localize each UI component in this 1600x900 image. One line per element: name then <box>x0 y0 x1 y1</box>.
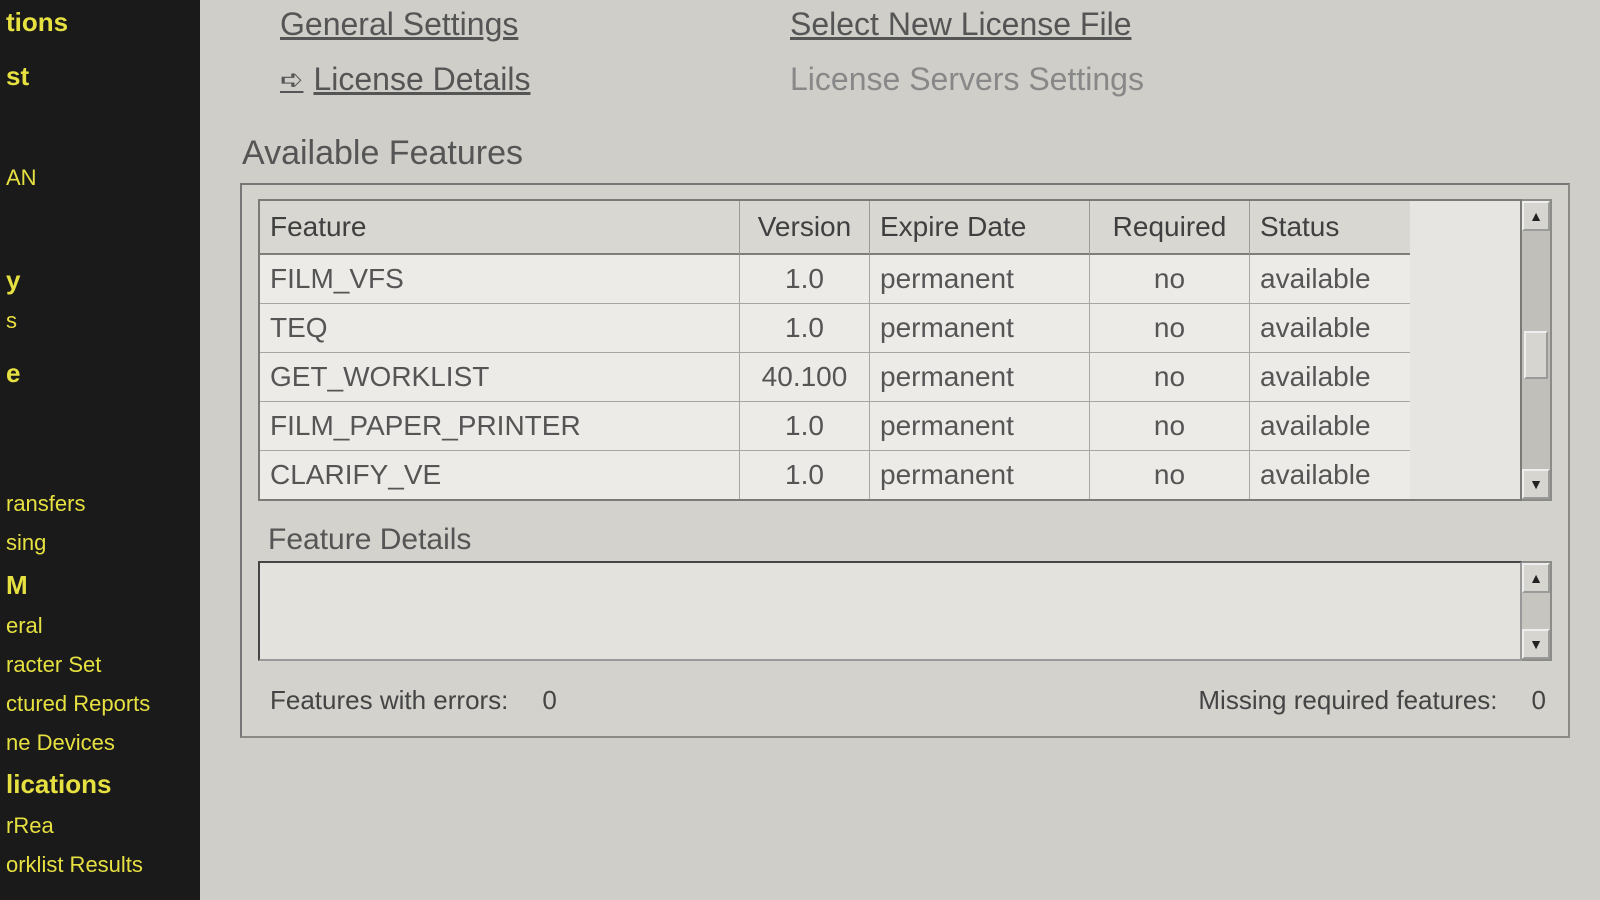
cell-expire: permanent <box>870 255 1090 304</box>
scroll-down-button[interactable]: ▼ <box>1522 629 1550 659</box>
table-row[interactable]: FILM_PAPER_PRINTER1.0permanentnoavailabl… <box>260 402 1520 451</box>
cell-status: available <box>1250 451 1410 499</box>
nav-license-details-label: License Details <box>313 61 530 98</box>
cell-feature: FILM_PAPER_PRINTER <box>260 402 740 451</box>
missing-label: Missing required features: <box>1198 685 1497 716</box>
features-scrollbar[interactable]: ▲ ▼ <box>1522 199 1552 501</box>
cell-feature: CLARIFY_VE <box>260 451 740 499</box>
sidebar-item[interactable]: eral <box>0 607 200 646</box>
sidebar-item[interactable]: y <box>0 258 200 302</box>
cell-expire: permanent <box>870 304 1090 353</box>
errors-label: Features with errors: <box>270 685 508 716</box>
nav-license-details[interactable]: ➪ License Details <box>280 61 750 98</box>
cell-expire: permanent <box>870 353 1090 402</box>
table-header: Feature Version Expire Date Required Sta… <box>260 201 1520 255</box>
sidebar-item[interactable]: lications <box>0 762 200 806</box>
cell-status: available <box>1250 353 1410 402</box>
sidebar-item[interactable]: rRea <box>0 807 200 846</box>
nav-general-settings[interactable]: General Settings <box>280 6 750 43</box>
scroll-down-button[interactable]: ▼ <box>1522 469 1550 499</box>
sidebar-item[interactable]: ctured Reports <box>0 685 200 724</box>
col-version[interactable]: Version <box>740 201 870 255</box>
table-row[interactable]: GET_WORKLIST40.100permanentnoavailable <box>260 353 1520 402</box>
table-body: FILM_VFS1.0permanentnoavailableTEQ1.0per… <box>260 255 1520 499</box>
cell-required: no <box>1090 451 1250 499</box>
cell-version: 1.0 <box>740 402 870 451</box>
scroll-up-button[interactable]: ▲ <box>1522 201 1550 231</box>
cell-status: available <box>1250 255 1410 304</box>
details-scrollbar[interactable]: ▲ ▼ <box>1522 561 1552 661</box>
col-feature[interactable]: Feature <box>260 201 740 255</box>
feature-details-box <box>258 561 1522 661</box>
col-required[interactable]: Required <box>1090 201 1250 255</box>
scroll-up-button[interactable]: ▲ <box>1522 563 1550 593</box>
table-row[interactable]: TEQ1.0permanentnoavailable <box>260 304 1520 353</box>
scroll-track[interactable] <box>1522 231 1550 469</box>
cell-required: no <box>1090 304 1250 353</box>
sidebar-item[interactable]: st <box>0 54 200 98</box>
feature-details-title: Feature Details <box>268 523 1552 557</box>
scroll-track[interactable] <box>1522 593 1550 629</box>
col-status[interactable]: Status <box>1250 201 1410 255</box>
cell-version: 1.0 <box>740 304 870 353</box>
cell-required: no <box>1090 353 1250 402</box>
sidebar-item[interactable]: M <box>0 563 200 607</box>
col-expire[interactable]: Expire Date <box>870 201 1090 255</box>
cell-status: available <box>1250 402 1410 451</box>
cell-required: no <box>1090 402 1250 451</box>
sidebar-item[interactable]: ne Devices <box>0 724 200 763</box>
sidebar-item[interactable]: s <box>0 302 200 341</box>
table-row[interactable]: FILM_VFS1.0permanentnoavailable <box>260 255 1520 304</box>
cell-feature: FILM_VFS <box>260 255 740 304</box>
table-row[interactable]: CLARIFY_VE1.0permanentnoavailable <box>260 451 1520 499</box>
main-content: General Settings Select New License File… <box>200 0 1600 900</box>
cell-required: no <box>1090 255 1250 304</box>
cell-version: 40.100 <box>740 353 870 402</box>
nav-select-license-file[interactable]: Select New License File <box>790 6 1260 43</box>
nav-links: General Settings Select New License File… <box>240 0 1570 128</box>
cell-expire: permanent <box>870 451 1090 499</box>
scroll-thumb[interactable] <box>1524 331 1548 379</box>
cell-version: 1.0 <box>740 451 870 499</box>
available-features-title: Available Features <box>242 134 1570 173</box>
sidebar-item[interactable]: e <box>0 351 200 395</box>
cell-status: available <box>1250 304 1410 353</box>
errors-value: 0 <box>542 685 556 716</box>
sidebar-item[interactable]: orklist Results <box>0 846 200 885</box>
sidebar-item[interactable]: AN <box>0 159 200 198</box>
missing-value: 0 <box>1532 685 1546 716</box>
status-line: Features with errors: 0 Missing required… <box>258 677 1552 716</box>
features-table: Feature Version Expire Date Required Sta… <box>258 199 1522 501</box>
cell-feature: GET_WORKLIST <box>260 353 740 402</box>
sidebar-item[interactable]: sing <box>0 524 200 563</box>
nav-license-servers: License Servers Settings <box>790 61 1260 98</box>
cell-version: 1.0 <box>740 255 870 304</box>
sidebar-item[interactable]: tions <box>0 0 200 44</box>
sidebar: tions st AN y s e ransfers sing M eral r… <box>0 0 200 900</box>
cell-feature: TEQ <box>260 304 740 353</box>
sidebar-item[interactable]: ransfers <box>0 485 200 524</box>
features-panel: Feature Version Expire Date Required Sta… <box>240 183 1570 738</box>
sidebar-item[interactable]: racter Set <box>0 646 200 685</box>
arrow-right-icon: ➪ <box>280 63 303 96</box>
cell-expire: permanent <box>870 402 1090 451</box>
